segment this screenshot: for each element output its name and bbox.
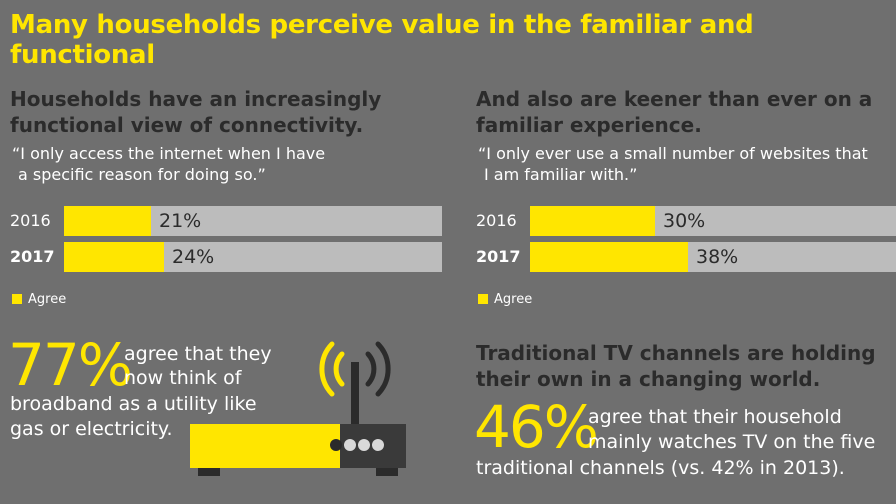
bar-track: 38% [530, 242, 896, 272]
tv-stat-line-3: traditional channels (vs. 42% in 2013). [476, 457, 845, 479]
right-quote-line-2: I am familiar with.” [484, 165, 638, 184]
tv-heading-line-1: Traditional TV channels are holding [476, 341, 876, 365]
tv-heading: Traditional TV channels are holding thei… [476, 340, 886, 392]
legend-label: Agree [494, 292, 533, 307]
left-heading: Households have an increasingly function… [10, 86, 430, 138]
left-heading-line-2: functional view of connectivity. [10, 113, 364, 137]
bar-row: 2016 30% [476, 206, 896, 236]
bar-track: 30% [530, 206, 896, 236]
right-heading-line-2: familiar experience. [476, 113, 702, 137]
bar-row: 2017 24% [10, 242, 442, 272]
tv-stat-value: 46% [474, 393, 599, 461]
value-label: 24% [172, 246, 215, 268]
value-label: 21% [159, 210, 202, 232]
legend-swatch [12, 294, 22, 304]
legend-label: Agree [28, 292, 67, 307]
broadband-stat-line-1: agree that they [124, 343, 272, 365]
right-legend: Agree [478, 292, 532, 308]
right-heading: And also are keener than ever on a famil… [476, 86, 896, 138]
bar-track: 21% [64, 206, 442, 236]
right-quote-line-1: “I only ever use a small number of websi… [478, 144, 868, 163]
wifi-router-icon [190, 341, 406, 476]
legend-swatch [478, 294, 488, 304]
tv-heading-line-2: their own in a changing world. [476, 367, 821, 391]
left-legend: Agree [12, 292, 66, 308]
broadband-stat-value: 77% [8, 331, 133, 399]
page-title: Many households perceive value in the fa… [10, 10, 754, 70]
tv-stat-line-1: agree that their household [588, 406, 842, 428]
bar-row: 2017 38% [476, 242, 896, 272]
broadband-stat-line-2: now think of [124, 367, 242, 389]
category-label: 2016 [476, 211, 517, 230]
bar-row: 2016 21% [10, 206, 442, 236]
category-label: 2017 [476, 247, 521, 266]
bar [64, 242, 164, 272]
bar [530, 242, 688, 272]
value-label: 38% [696, 246, 739, 268]
familiar-websites-bar-chart: 2016 30% 2017 38% [476, 206, 896, 286]
bar [530, 206, 655, 236]
bar [64, 206, 151, 236]
value-label: 30% [663, 210, 706, 232]
broadband-stat-line-4: gas or electricity. [10, 418, 173, 440]
left-quote-line-1: “I only access the internet when I have [12, 144, 326, 163]
tv-stat-line-2: mainly watches TV on the five [588, 431, 876, 453]
category-label: 2017 [10, 247, 55, 266]
right-quote: “I only ever use a small number of websi… [478, 143, 896, 185]
left-quote-line-2: a specific reason for doing so.” [18, 165, 266, 184]
left-quote: “I only access the internet when I have … [12, 143, 432, 185]
right-heading-line-1: And also are keener than ever on a [476, 87, 873, 111]
bar-track: 24% [64, 242, 442, 272]
broadband-stat-line-3: broadband as a utility like [10, 393, 257, 415]
left-heading-line-1: Households have an increasingly [10, 87, 382, 111]
category-label: 2016 [10, 211, 51, 230]
connectivity-bar-chart: 2016 21% 2017 24% [10, 206, 442, 286]
